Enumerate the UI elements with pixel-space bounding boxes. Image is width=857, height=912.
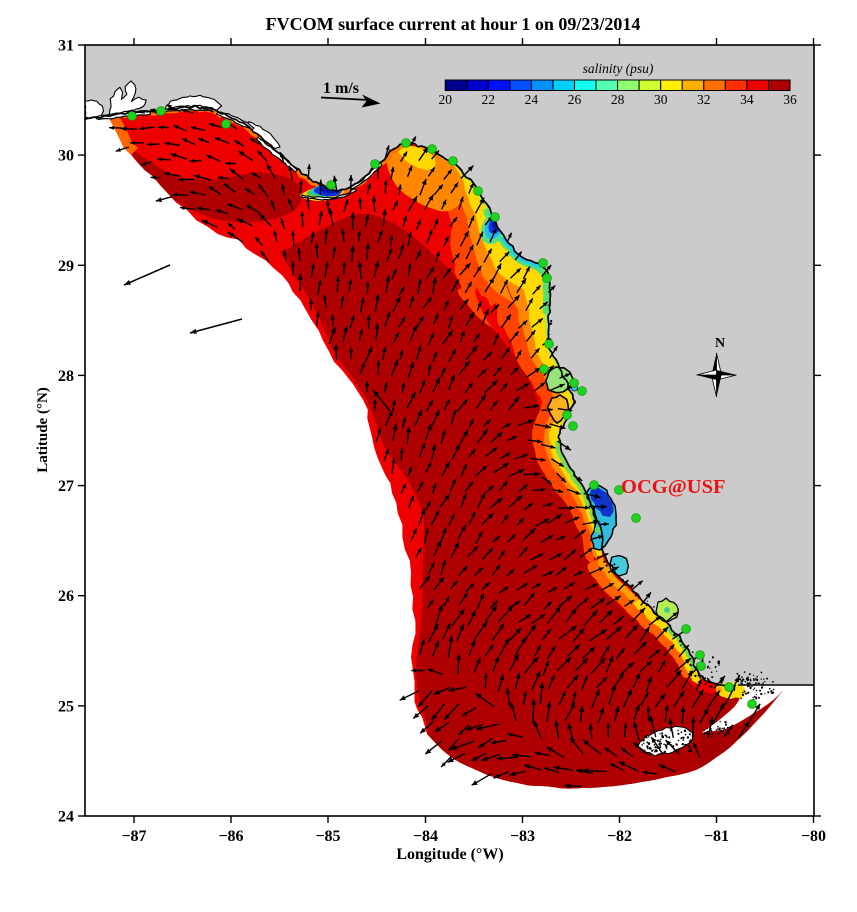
svg-text:28: 28 xyxy=(58,368,74,385)
svg-text:29: 29 xyxy=(58,258,74,275)
svg-text:26: 26 xyxy=(58,588,74,605)
svg-text:salinity (psu): salinity (psu) xyxy=(583,61,654,76)
svg-text:24: 24 xyxy=(525,92,539,107)
svg-text:Longitude (°W): Longitude (°W) xyxy=(396,846,503,863)
svg-text:24: 24 xyxy=(58,809,74,826)
svg-text:−86: −86 xyxy=(218,828,243,845)
svg-text:30: 30 xyxy=(58,148,74,165)
svg-text:1 m/s: 1 m/s xyxy=(323,80,359,97)
svg-text:N: N xyxy=(715,336,725,351)
svg-text:26: 26 xyxy=(568,92,582,107)
svg-text:20: 20 xyxy=(438,92,452,107)
svg-text:22: 22 xyxy=(482,92,496,107)
svg-text:Latitude (°N): Latitude (°N) xyxy=(35,387,51,473)
svg-text:−84: −84 xyxy=(413,828,438,845)
svg-text:OCG@USF: OCG@USF xyxy=(621,476,726,498)
svg-text:−80: −80 xyxy=(801,828,826,845)
svg-text:−81: −81 xyxy=(704,828,729,845)
svg-text:−83: −83 xyxy=(510,828,535,845)
svg-text:27: 27 xyxy=(58,478,74,495)
svg-text:FVCOM surface current at hour: FVCOM surface current at hour 1 on 09/23… xyxy=(266,14,641,34)
svg-text:31: 31 xyxy=(58,38,74,55)
svg-text:34: 34 xyxy=(740,92,754,107)
svg-text:36: 36 xyxy=(783,92,797,107)
svg-text:32: 32 xyxy=(697,92,711,107)
svg-text:−87: −87 xyxy=(121,828,146,845)
svg-text:30: 30 xyxy=(654,92,668,107)
svg-text:−82: −82 xyxy=(607,828,632,845)
svg-text:25: 25 xyxy=(58,698,74,715)
svg-text:28: 28 xyxy=(611,92,625,107)
svg-text:−85: −85 xyxy=(315,828,340,845)
